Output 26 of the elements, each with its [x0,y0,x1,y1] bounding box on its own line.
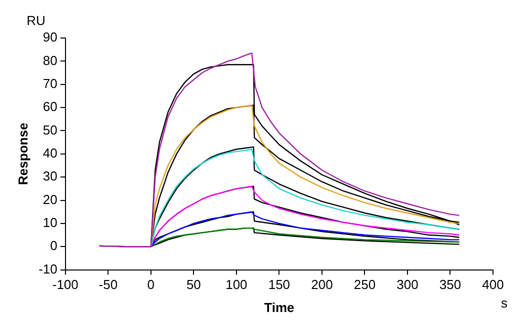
x-tick-label: 250 [354,277,376,292]
y-tick-label: 70 [42,76,58,91]
x-tick-label: 50 [186,277,201,292]
x-tick-label: 100 [226,277,248,292]
x-tick-label: 0 [147,277,155,292]
x-tick-label: -100 [52,277,78,292]
x-axis-title: Time [264,300,294,315]
x-tick-label: 150 [268,277,290,292]
x-tick-label: 200 [311,277,333,292]
y-tick-label: 80 [42,52,58,68]
y-tick-label: 0 [50,238,58,254]
y-axis-title: Response [15,122,30,185]
y-tick-label: 30 [42,168,58,184]
y-tick-label: -10 [38,261,58,276]
y-tick-label: 50 [42,122,58,138]
y-tick-label: 60 [42,99,58,114]
y-tick-label: 40 [42,145,58,160]
y-tick-label: 90 [42,30,58,45]
x-tick-label: -50 [98,277,118,292]
x-tick-label: 350 [439,277,462,292]
y-tick-label: 20 [42,192,58,207]
x-tick-label: 300 [396,277,418,292]
x-tick-label: 400 [482,277,504,292]
y-tick-label: 10 [42,215,58,230]
text: s [501,295,508,310]
text: RU [26,13,46,28]
